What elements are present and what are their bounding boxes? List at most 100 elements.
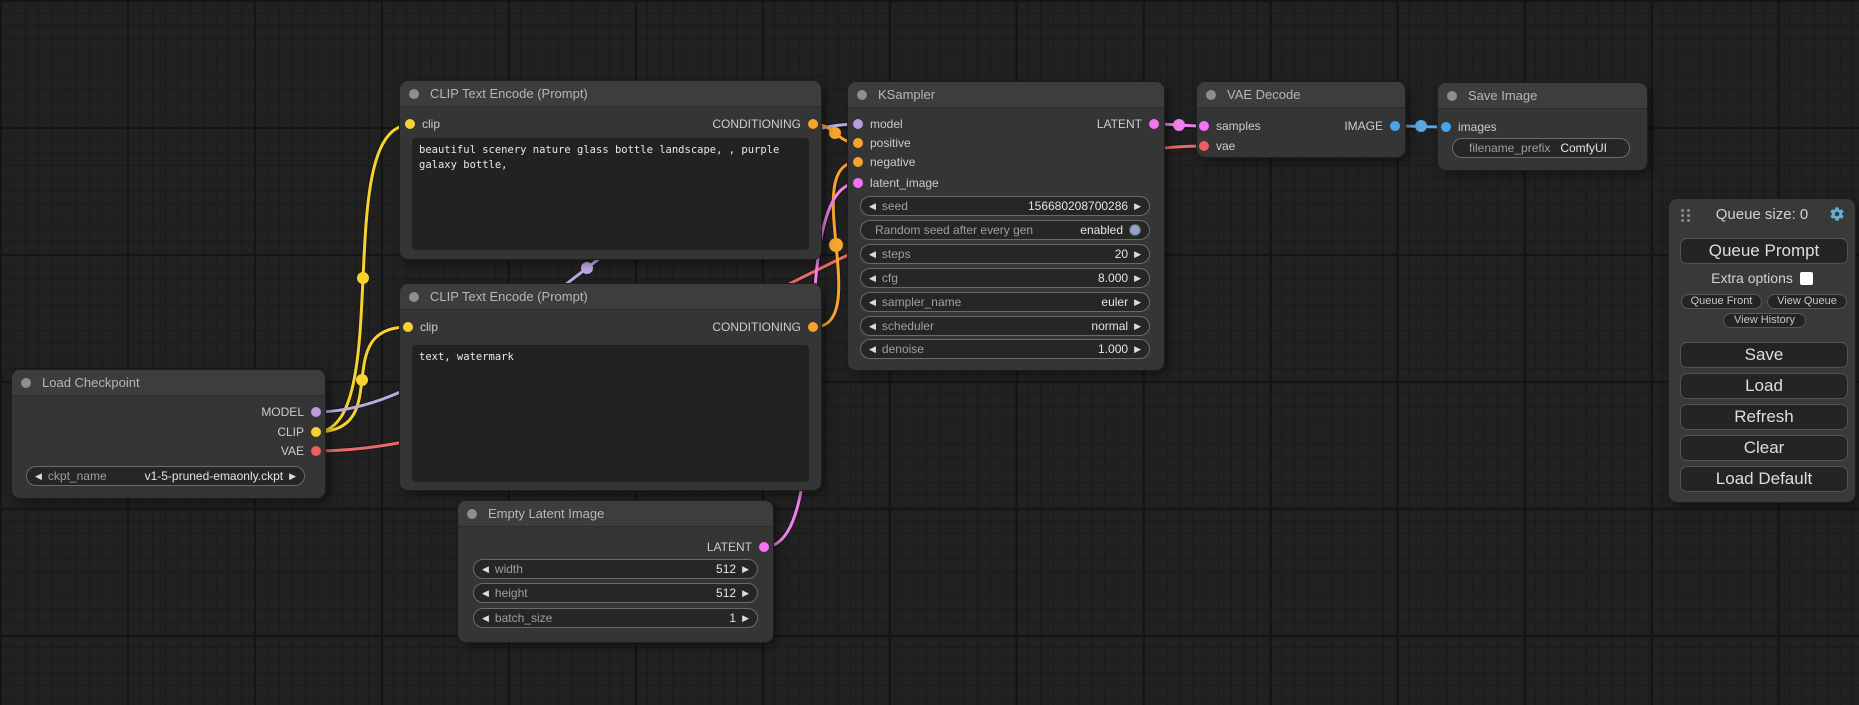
input-slot-model[interactable]: model (853, 115, 903, 133)
clip-slot-dot[interactable] (405, 119, 415, 129)
denoise-widget[interactable]: ◀ denoise 1.000 ▶ (860, 339, 1150, 359)
input-slot-positive[interactable]: positive (853, 134, 911, 152)
increment-arrow-icon[interactable]: ▶ (1134, 248, 1141, 259)
increment-arrow-icon[interactable]: ▶ (1134, 272, 1141, 283)
toggle-dot[interactable] (1129, 224, 1141, 236)
node-title-bar[interactable]: Load Checkpoint (12, 370, 325, 396)
node-clip-text-encode-negative[interactable]: CLIP Text Encode (Prompt) clip CONDITION… (400, 284, 821, 490)
load-default-button[interactable]: Load Default (1680, 466, 1848, 492)
increment-arrow-icon[interactable]: ▶ (1134, 296, 1141, 307)
output-slot-image[interactable]: IMAGE (1344, 117, 1400, 135)
model-slot-dot[interactable] (853, 119, 863, 129)
ckpt-name-widget[interactable]: ◀ ckpt_name v1-5-pruned-emaonly.ckpt ▶ (26, 466, 305, 486)
decrement-arrow-icon[interactable]: ◀ (482, 587, 489, 598)
extra-options-checkbox[interactable] (1799, 271, 1813, 285)
settings-gear-icon[interactable] (1829, 206, 1845, 222)
model-slot-dot[interactable] (311, 407, 321, 417)
image-slot-dot[interactable] (1441, 122, 1451, 132)
latent-slot-dot[interactable] (1199, 121, 1209, 131)
refresh-button[interactable]: Refresh (1680, 404, 1848, 430)
decrement-arrow-icon[interactable]: ◀ (869, 200, 876, 211)
collapse-dot-icon[interactable] (409, 89, 419, 99)
input-slot-clip[interactable]: clip (405, 115, 440, 133)
input-slot-vae[interactable]: vae (1199, 137, 1235, 155)
conditioning-slot-dot[interactable] (808, 119, 818, 129)
clip-slot-dot[interactable] (403, 322, 413, 332)
decrement-arrow-icon[interactable]: ◀ (869, 320, 876, 331)
node-title-bar[interactable]: KSampler (848, 82, 1164, 108)
clear-button[interactable]: Clear (1680, 435, 1848, 461)
decrement-arrow-icon[interactable]: ◀ (482, 612, 489, 623)
node-ksampler[interactable]: KSampler model positive negative latent_… (848, 82, 1164, 370)
view-queue-button[interactable]: View Queue (1767, 294, 1847, 309)
collapse-dot-icon[interactable] (1206, 90, 1216, 100)
node-vae-decode[interactable]: VAE Decode samples vae IMAGE (1197, 82, 1405, 157)
view-history-button[interactable]: View History (1723, 313, 1806, 328)
collapse-dot-icon[interactable] (1447, 91, 1457, 101)
decrement-arrow-icon[interactable]: ◀ (869, 296, 876, 307)
output-slot-conditioning[interactable]: CONDITIONING (712, 318, 818, 336)
increment-arrow-icon[interactable]: ▶ (1134, 200, 1141, 211)
cfg-widget[interactable]: ◀ cfg 8.000 ▶ (860, 268, 1150, 288)
increment-arrow-icon[interactable]: ▶ (289, 470, 296, 481)
decrement-arrow-icon[interactable]: ◀ (482, 563, 489, 574)
queue-front-button[interactable]: Queue Front (1681, 294, 1762, 309)
filename-prefix-widget[interactable]: filename_prefix ComfyUI (1452, 138, 1630, 158)
node-save-image[interactable]: Save Image images filename_prefix ComfyU… (1438, 83, 1647, 170)
input-slot-images[interactable]: images (1441, 118, 1497, 136)
save-button[interactable]: Save (1680, 342, 1848, 368)
node-clip-text-encode-positive[interactable]: CLIP Text Encode (Prompt) clip CONDITION… (400, 81, 821, 259)
node-title-bar[interactable]: CLIP Text Encode (Prompt) (400, 284, 821, 310)
node-empty-latent-image[interactable]: Empty Latent Image LATENT ◀ width 512 ▶ … (458, 501, 773, 642)
increment-arrow-icon[interactable]: ▶ (742, 612, 749, 623)
conditioning-slot-dot[interactable] (853, 138, 863, 148)
positive-prompt-textarea[interactable]: beautiful scenery nature glass bottle la… (412, 138, 809, 250)
negative-prompt-textarea[interactable]: text, watermark (412, 345, 809, 482)
decrement-arrow-icon[interactable]: ◀ (869, 343, 876, 354)
increment-arrow-icon[interactable]: ▶ (742, 587, 749, 598)
scheduler-widget[interactable]: ◀ scheduler normal ▶ (860, 316, 1150, 336)
collapse-dot-icon[interactable] (21, 378, 31, 388)
node-title-bar[interactable]: VAE Decode (1197, 82, 1405, 108)
sampler-name-widget[interactable]: ◀ sampler_name euler ▶ (860, 292, 1150, 312)
output-slot-latent[interactable]: LATENT (1097, 115, 1159, 133)
collapse-dot-icon[interactable] (857, 90, 867, 100)
increment-arrow-icon[interactable]: ▶ (1134, 343, 1141, 354)
collapse-dot-icon[interactable] (467, 509, 477, 519)
image-slot-dot[interactable] (1390, 121, 1400, 131)
steps-widget[interactable]: ◀ steps 20 ▶ (860, 244, 1150, 264)
input-slot-samples[interactable]: samples (1199, 117, 1261, 135)
seed-widget[interactable]: ◀ seed 156680208700286 ▶ (860, 196, 1150, 216)
increment-arrow-icon[interactable]: ▶ (1134, 320, 1141, 331)
width-widget[interactable]: ◀ width 512 ▶ (473, 559, 758, 579)
latent-slot-dot[interactable] (759, 542, 769, 552)
input-slot-latent-image[interactable]: latent_image (853, 174, 939, 192)
queue-prompt-button[interactable]: Queue Prompt (1680, 238, 1848, 264)
vae-slot-dot[interactable] (1199, 141, 1209, 151)
node-title-bar[interactable]: Save Image (1438, 83, 1647, 109)
conditioning-slot-dot[interactable] (853, 157, 863, 167)
decrement-arrow-icon[interactable]: ◀ (35, 470, 42, 481)
vae-slot-dot[interactable] (311, 446, 321, 456)
conditioning-slot-dot[interactable] (808, 322, 818, 332)
batch-size-widget[interactable]: ◀ batch_size 1 ▶ (473, 608, 758, 628)
height-widget[interactable]: ◀ height 512 ▶ (473, 583, 758, 603)
input-slot-negative[interactable]: negative (853, 153, 915, 171)
output-slot-model[interactable]: MODEL (261, 403, 321, 421)
latent-slot-dot[interactable] (1149, 119, 1159, 129)
node-title-bar[interactable]: CLIP Text Encode (Prompt) (400, 81, 821, 107)
increment-arrow-icon[interactable]: ▶ (742, 563, 749, 574)
node-title-bar[interactable]: Empty Latent Image (458, 501, 773, 527)
clip-slot-dot[interactable] (311, 427, 321, 437)
output-slot-conditioning[interactable]: CONDITIONING (712, 115, 818, 133)
collapse-dot-icon[interactable] (409, 292, 419, 302)
random-seed-toggle-widget[interactable]: Random seed after every gen enabled (860, 220, 1150, 240)
decrement-arrow-icon[interactable]: ◀ (869, 272, 876, 283)
decrement-arrow-icon[interactable]: ◀ (869, 248, 876, 259)
drag-handle-dots-icon[interactable] (1681, 209, 1684, 212)
input-slot-clip[interactable]: clip (403, 318, 438, 336)
latent-slot-dot[interactable] (853, 178, 863, 188)
output-slot-vae[interactable]: VAE (281, 442, 321, 460)
load-button[interactable]: Load (1680, 373, 1848, 399)
